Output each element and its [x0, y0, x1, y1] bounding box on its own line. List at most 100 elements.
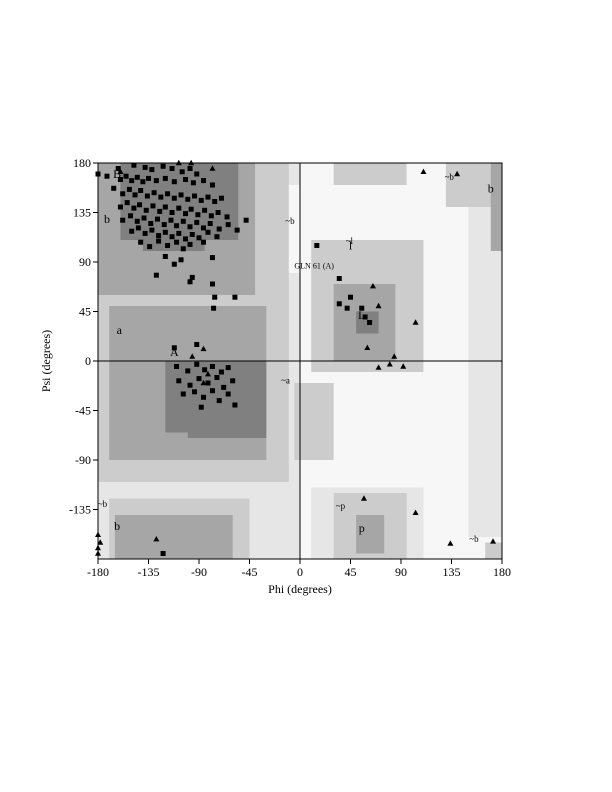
square-point [221, 384, 227, 390]
x-tick-label: 45 [345, 565, 357, 579]
square-point [225, 365, 231, 371]
square-point [115, 166, 121, 171]
square-point [196, 235, 202, 241]
region-label: ~b [285, 216, 295, 226]
square-point [212, 199, 218, 204]
triangle-point [412, 509, 419, 515]
square-point [336, 301, 342, 307]
square-point [185, 196, 191, 202]
triangle-point [447, 540, 454, 546]
square-point [209, 255, 215, 261]
square-point [187, 279, 193, 285]
square-point [168, 217, 174, 223]
square-point [225, 391, 231, 397]
triangle-point [386, 361, 393, 367]
y-tick-label: 90 [79, 255, 91, 269]
square-point [150, 203, 156, 209]
square-point [134, 218, 140, 224]
square-point [224, 214, 230, 220]
y-tick-label: 135 [73, 206, 91, 220]
square-point [336, 276, 342, 281]
data-points [95, 159, 497, 556]
square-point [169, 210, 175, 215]
square-point [148, 221, 154, 226]
square-point [169, 166, 175, 171]
square-point [200, 178, 206, 184]
square-point [187, 166, 193, 171]
square-point [131, 205, 137, 211]
y-tick-label: -135 [69, 503, 91, 517]
square-point [243, 217, 249, 223]
square-point [232, 402, 238, 408]
region-label: A [170, 345, 179, 359]
triangle-point [375, 364, 382, 370]
triangle-point [153, 536, 160, 542]
square-point [212, 294, 218, 300]
square-point [142, 164, 148, 170]
square-point [216, 398, 222, 404]
square-point [183, 177, 189, 182]
triangle-point [412, 319, 419, 325]
square-point [171, 345, 177, 351]
triangle-point [391, 353, 398, 359]
region-allowed-bottom-right [485, 542, 502, 559]
square-point [218, 369, 224, 375]
square-point [144, 193, 150, 199]
square-point [230, 378, 236, 384]
triangle-point [400, 363, 407, 369]
square-point [216, 226, 222, 232]
triangle-point [95, 544, 101, 551]
square-point [140, 179, 146, 185]
square-point [180, 391, 186, 397]
square-point [183, 236, 189, 242]
square-point [180, 218, 186, 224]
region-favoured-beta-bottom [114, 515, 233, 559]
square-point [129, 228, 135, 234]
square-point [143, 207, 149, 213]
square-point [189, 274, 195, 280]
square-point [367, 320, 373, 325]
square-point [132, 192, 138, 198]
square-point [146, 175, 151, 181]
triangle-point [175, 159, 182, 166]
region-label: ~b [445, 172, 455, 182]
x-tick-label: 135 [443, 565, 461, 579]
square-point [174, 239, 180, 245]
region-label: a [117, 323, 123, 337]
square-point [154, 216, 160, 222]
square-point [165, 191, 171, 197]
x-tick-label: -135 [138, 565, 160, 579]
square-point [194, 361, 200, 367]
square-point [211, 305, 217, 311]
triangle-point [369, 283, 376, 289]
square-point [169, 234, 175, 240]
square-point [178, 257, 184, 263]
square-point [171, 195, 177, 201]
square-point [195, 212, 201, 218]
region-core-alpha-tail [187, 432, 267, 438]
y-tick-label: 180 [73, 156, 91, 170]
square-point [158, 194, 164, 200]
y-axis-title: Psi (degrees) [39, 330, 53, 392]
x-tick-label: 180 [493, 565, 511, 579]
square-point [207, 221, 213, 226]
region-core-alpha [165, 361, 267, 433]
square-point [205, 229, 211, 235]
square-point [190, 180, 196, 186]
square-point [120, 191, 126, 197]
square-point [104, 173, 110, 179]
triangle-point [188, 159, 195, 166]
square-point [162, 204, 168, 210]
square-point [160, 551, 166, 556]
square-point [142, 230, 148, 236]
square-point [185, 368, 191, 374]
square-point [192, 389, 198, 395]
region-allowed-center [294, 383, 334, 460]
x-tick-label: 0 [297, 565, 303, 579]
region-favoured-right [490, 163, 502, 251]
square-point [174, 223, 180, 229]
triangle-point [95, 531, 101, 537]
triangle-point [200, 345, 207, 352]
square-point [189, 232, 195, 237]
square-point [209, 182, 215, 188]
